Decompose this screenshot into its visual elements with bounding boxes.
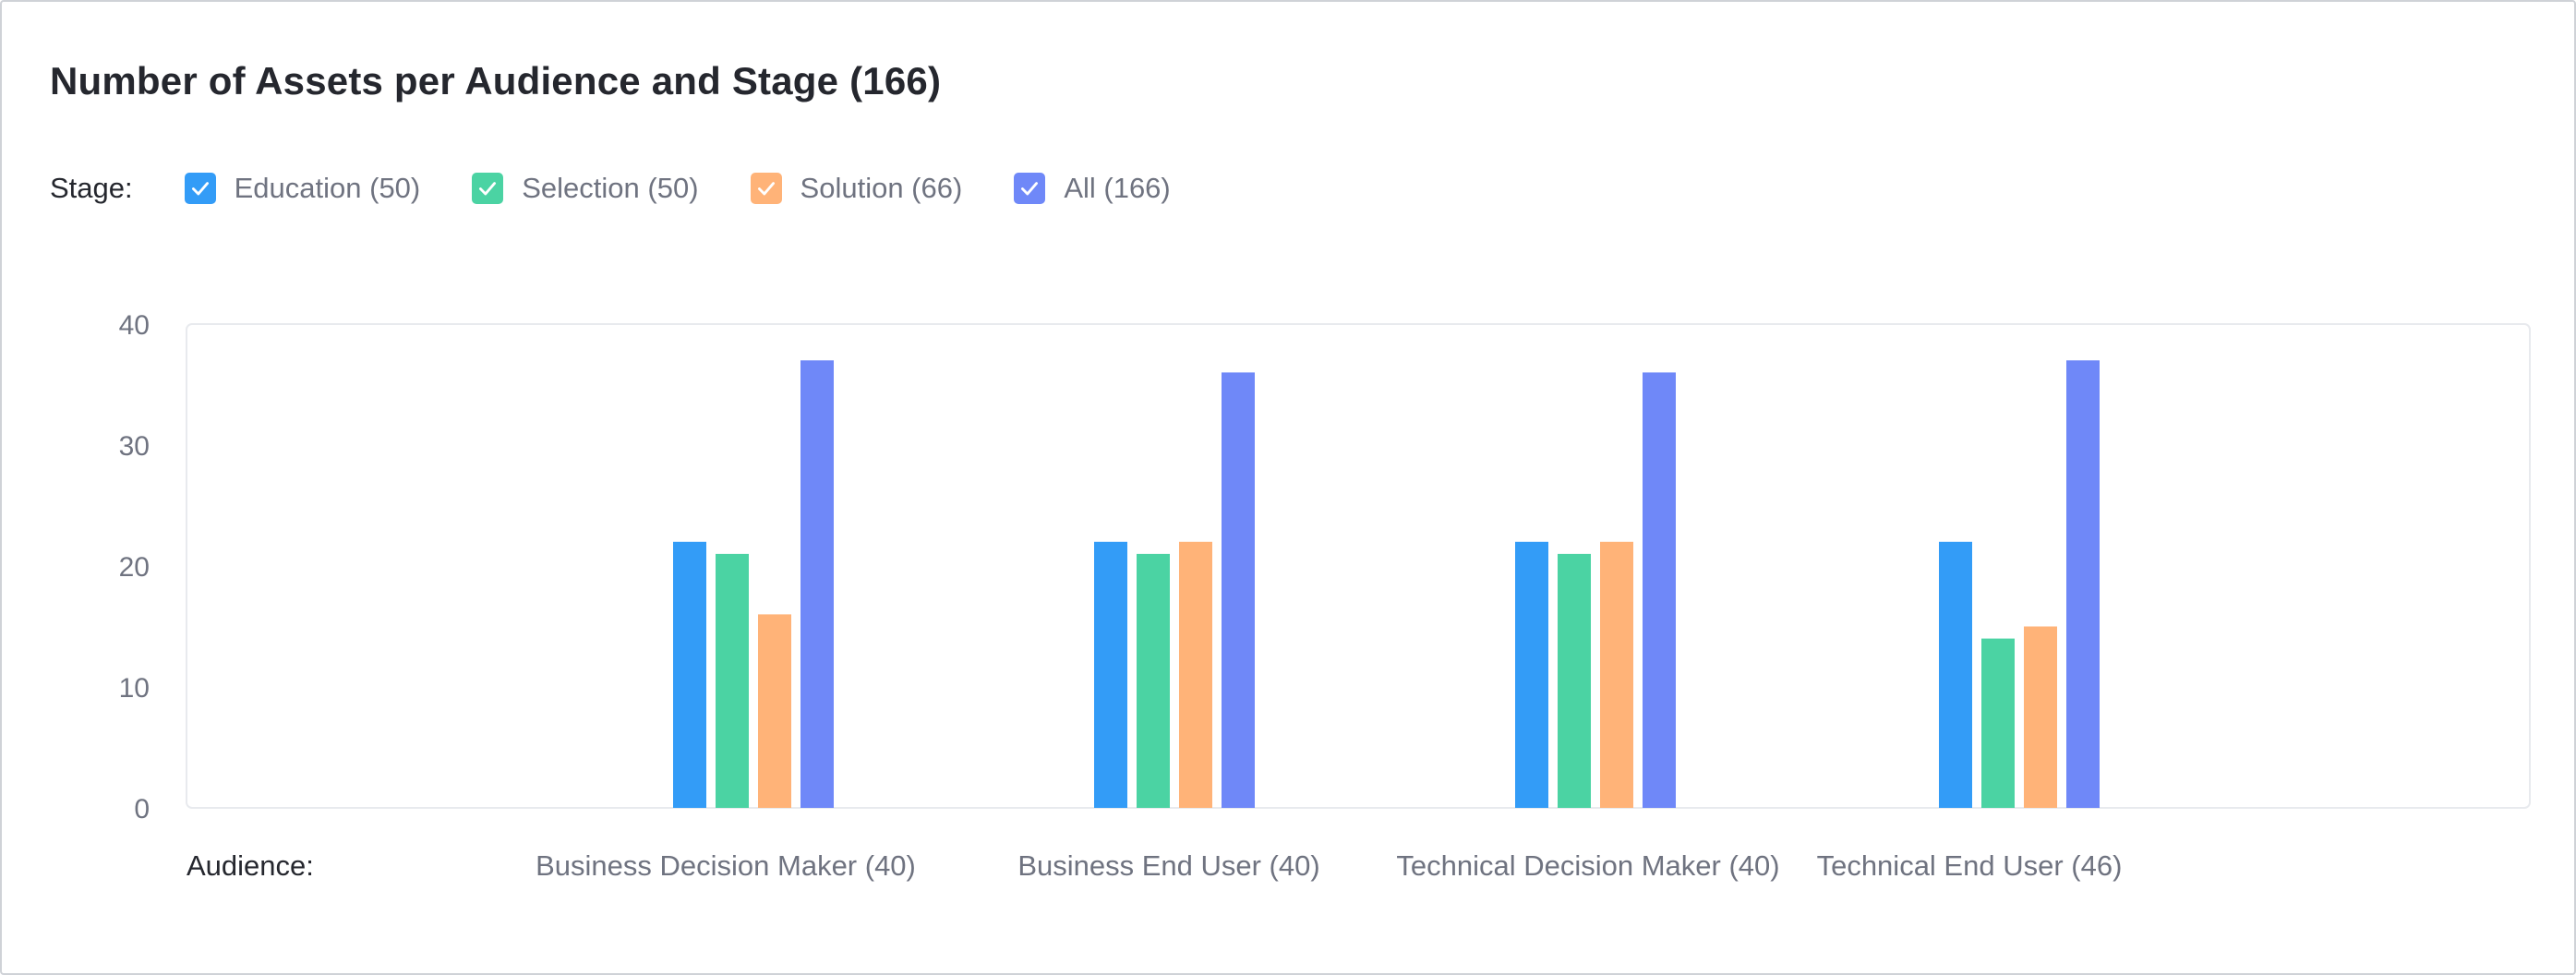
bar[interactable] (1981, 638, 2015, 808)
legend-label-education: Education (50) (234, 172, 421, 204)
bar[interactable] (1094, 541, 1127, 808)
legend-label-solution: Solution (66) (800, 172, 963, 204)
y-tick-label: 20 (119, 552, 150, 583)
category-label: Technical End User (46) (1817, 849, 2123, 882)
y-tick-label: 30 (119, 431, 150, 462)
y-tick-label: 40 (119, 310, 150, 341)
legend-item-education[interactable]: Education (50) (184, 172, 421, 205)
stage-legend-label: Stage: (50, 172, 133, 204)
bar[interactable] (1137, 553, 1170, 808)
bar[interactable] (1515, 541, 1548, 808)
checkbox-checked-icon[interactable] (1014, 173, 1046, 204)
checkbox-checked-icon[interactable] (184, 173, 216, 204)
bar[interactable] (800, 360, 834, 808)
bar[interactable] (1558, 553, 1591, 808)
checkbox-checked-icon[interactable] (750, 173, 782, 204)
bar[interactable] (1939, 541, 1972, 808)
checkbox-checked-icon[interactable] (472, 173, 504, 204)
bar[interactable] (758, 614, 791, 808)
legend-item-solution[interactable]: Solution (66) (750, 172, 963, 205)
bar[interactable] (1179, 541, 1212, 808)
x-axis-title: Audience: (187, 849, 314, 882)
bar[interactable] (1222, 372, 1255, 808)
plot-frame (186, 323, 2531, 809)
chart-title: Number of Assets per Audience and Stage … (50, 59, 942, 102)
category-label: Business End User (40) (1017, 849, 1319, 882)
y-tick-label: 0 (134, 794, 150, 825)
bar[interactable] (673, 541, 706, 808)
legend-item-all[interactable]: All (166) (1014, 172, 1171, 205)
bar[interactable] (2066, 360, 2100, 808)
legend-label-selection: Selection (50) (522, 172, 699, 204)
category-label: Business Decision Maker (40) (536, 849, 916, 882)
bar[interactable] (716, 553, 749, 808)
legend-item-selection[interactable]: Selection (50) (472, 172, 699, 205)
legend-label-all: All (166) (1064, 172, 1171, 204)
bar[interactable] (2024, 626, 2057, 809)
bar[interactable] (1600, 541, 1633, 808)
stage-legend: Stage: Education (50) Selection (50) Sol… (50, 166, 1222, 211)
bar[interactable] (1643, 372, 1676, 808)
y-tick-label: 10 (119, 673, 150, 704)
bar-chart: 0 10 20 30 40 Audience: Business Decision Make… (119, 310, 2531, 882)
category-label: Technical Decision Maker (40) (1396, 849, 1779, 882)
